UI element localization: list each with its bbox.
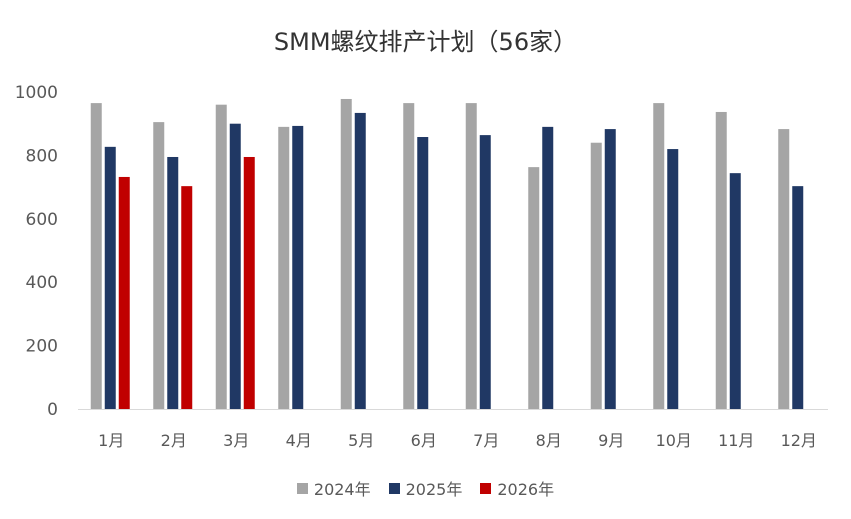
legend-item: 2025年	[388, 476, 463, 500]
bar-2025-11	[729, 173, 741, 409]
bar-2026-3	[243, 156, 255, 409]
legend-label: 2024年	[313, 480, 371, 499]
x-tick-label: 8月	[536, 431, 562, 450]
bar-2025-8	[542, 126, 554, 410]
legend-swatch	[388, 482, 400, 494]
bar-2024-7	[465, 103, 477, 409]
bar-2024-8	[528, 167, 540, 409]
bar-2025-6	[417, 137, 429, 409]
y-tick-label: 600	[26, 210, 58, 230]
bar-2024-1	[90, 103, 102, 409]
bar-2026-2	[181, 186, 193, 409]
legend-item: 2024年	[296, 476, 371, 500]
x-tick-label: 11月	[718, 431, 754, 450]
chart-title: SMM螺纹排产计划（56家）	[273, 28, 578, 56]
x-tick-label: 9月	[598, 431, 624, 450]
x-tick-label: 6月	[411, 431, 437, 450]
bar-2025-3	[229, 123, 241, 409]
bar-2025-1	[104, 146, 116, 409]
bar-2025-4	[292, 125, 304, 409]
y-tick-label: 800	[26, 146, 58, 166]
bar-2024-2	[153, 122, 165, 410]
x-tick-label: 10月	[656, 431, 692, 450]
x-tick-label: 2月	[161, 431, 187, 450]
y-tick-label: 1000	[15, 83, 58, 103]
legend-swatch	[296, 482, 308, 494]
x-tick-label: 5月	[348, 431, 374, 450]
x-tick-label: 1月	[98, 431, 124, 450]
bar-2024-5	[340, 98, 352, 409]
bar-2026-1	[118, 176, 130, 409]
y-tick-label: 200	[26, 337, 58, 357]
x-tick-label: 12月	[781, 431, 817, 450]
y-tick-label: 0	[47, 400, 58, 420]
bar-2024-12	[778, 129, 790, 410]
bar-2025-12	[792, 186, 804, 409]
legend-swatch	[480, 482, 492, 494]
bar-2025-9	[604, 129, 616, 410]
x-tick-label: 7月	[473, 431, 499, 450]
bar-2024-11	[715, 111, 727, 409]
legend-label: 2025年	[405, 480, 463, 499]
bar-2025-10	[667, 149, 679, 409]
bar-2024-9	[590, 142, 602, 409]
y-tick-label: 400	[26, 273, 58, 293]
legend: 2024年 2025年 2026年	[0, 476, 851, 500]
bar-2025-7	[479, 135, 491, 409]
bar-2024-3	[215, 104, 227, 410]
legend-item: 2026年	[480, 476, 554, 500]
bar-2025-5	[354, 112, 366, 409]
bar-2024-6	[403, 103, 415, 409]
x-tick-label: 4月	[286, 431, 312, 450]
x-tick-label: 3月	[223, 431, 249, 450]
bar-2024-4	[278, 126, 290, 410]
legend-label: 2026年	[497, 480, 555, 499]
bar-2025-2	[167, 156, 179, 409]
bar-2024-10	[653, 103, 665, 409]
